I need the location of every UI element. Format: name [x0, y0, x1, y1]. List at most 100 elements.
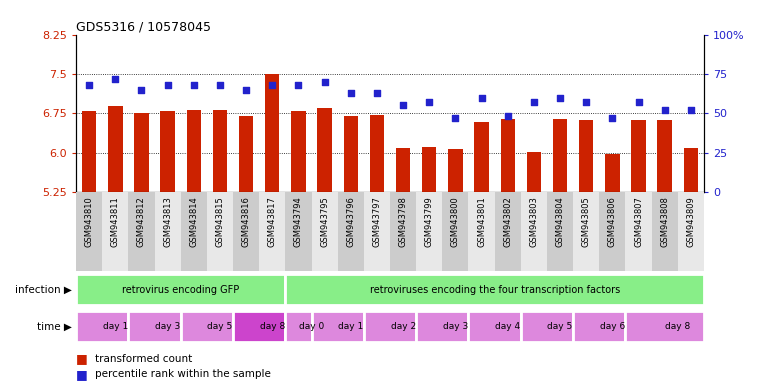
Text: day 4: day 4: [495, 322, 521, 331]
Bar: [416, 192, 442, 271]
Text: day 3: day 3: [443, 322, 468, 331]
Bar: [82, 111, 97, 192]
Text: day 3: day 3: [155, 322, 180, 331]
Bar: [678, 192, 704, 271]
Bar: [626, 192, 651, 271]
Bar: [239, 116, 253, 192]
Text: GSM943801: GSM943801: [477, 196, 486, 247]
Point: [240, 87, 252, 93]
Bar: [285, 274, 704, 306]
Bar: [76, 192, 102, 271]
Point: [345, 90, 357, 96]
Bar: [573, 311, 626, 342]
Text: GSM943808: GSM943808: [661, 196, 669, 247]
Bar: [311, 311, 364, 342]
Text: GSM943817: GSM943817: [268, 196, 277, 247]
Point: [319, 79, 331, 85]
Point: [188, 82, 200, 88]
Bar: [285, 192, 311, 271]
Point: [528, 99, 540, 105]
Text: GSM943811: GSM943811: [111, 196, 119, 247]
Bar: [364, 311, 416, 342]
Bar: [134, 113, 148, 192]
Bar: [233, 311, 285, 342]
Point: [449, 115, 461, 121]
Bar: [579, 120, 594, 192]
Point: [397, 103, 409, 109]
Bar: [186, 110, 201, 192]
Point: [580, 99, 592, 105]
Text: time ▶: time ▶: [37, 321, 72, 331]
Point: [83, 82, 95, 88]
Bar: [102, 192, 129, 271]
Bar: [213, 109, 228, 192]
Text: retrovirus encoding GFP: retrovirus encoding GFP: [122, 285, 240, 295]
Point: [371, 90, 383, 96]
Bar: [605, 154, 619, 192]
Point: [161, 82, 174, 88]
Point: [501, 113, 514, 119]
Point: [266, 82, 279, 88]
Text: GSM943813: GSM943813: [163, 196, 172, 247]
Text: GSM943797: GSM943797: [372, 196, 381, 247]
Text: day 5: day 5: [207, 322, 233, 331]
Bar: [448, 149, 463, 192]
Text: GSM943794: GSM943794: [294, 196, 303, 247]
Text: GSM943800: GSM943800: [451, 196, 460, 247]
Point: [135, 87, 148, 93]
Bar: [658, 119, 672, 192]
Text: day 8: day 8: [260, 322, 285, 331]
Bar: [317, 108, 332, 192]
Bar: [343, 116, 358, 192]
Bar: [260, 192, 285, 271]
Bar: [683, 149, 698, 192]
Bar: [108, 106, 123, 192]
Text: day 1: day 1: [338, 322, 364, 331]
Bar: [469, 311, 521, 342]
Point: [214, 82, 226, 88]
Bar: [521, 311, 573, 342]
Bar: [416, 311, 469, 342]
Bar: [285, 311, 311, 342]
Bar: [154, 192, 181, 271]
Point: [632, 99, 645, 105]
Text: GSM943806: GSM943806: [608, 196, 617, 247]
Point: [685, 107, 697, 113]
Bar: [626, 311, 704, 342]
Bar: [632, 119, 646, 192]
Text: GDS5316 / 10578045: GDS5316 / 10578045: [76, 20, 211, 33]
Text: GSM943795: GSM943795: [320, 196, 329, 247]
Bar: [547, 192, 573, 271]
Bar: [396, 149, 410, 192]
Text: GSM943807: GSM943807: [634, 196, 643, 247]
Text: day 1: day 1: [103, 322, 128, 331]
Bar: [390, 192, 416, 271]
Bar: [469, 192, 495, 271]
Bar: [311, 192, 338, 271]
Text: GSM943804: GSM943804: [556, 196, 565, 247]
Text: GSM943798: GSM943798: [399, 196, 408, 247]
Text: GSM943809: GSM943809: [686, 196, 696, 247]
Text: retroviruses encoding the four transcription factors: retroviruses encoding the four transcrip…: [370, 285, 619, 295]
Point: [658, 107, 670, 113]
Point: [292, 82, 304, 88]
Bar: [521, 192, 547, 271]
Bar: [207, 192, 233, 271]
Text: day 0: day 0: [299, 322, 324, 331]
Point: [476, 94, 488, 101]
Text: day 6: day 6: [600, 322, 625, 331]
Bar: [600, 192, 626, 271]
Bar: [181, 311, 233, 342]
Bar: [527, 152, 541, 192]
Text: GSM943812: GSM943812: [137, 196, 146, 247]
Text: ■: ■: [76, 353, 88, 366]
Text: day 8: day 8: [665, 322, 690, 331]
Bar: [161, 111, 175, 192]
Bar: [76, 311, 129, 342]
Bar: [422, 147, 437, 192]
Text: GSM943814: GSM943814: [189, 196, 199, 247]
Text: GSM943802: GSM943802: [503, 196, 512, 247]
Bar: [552, 119, 567, 192]
Text: GSM943805: GSM943805: [581, 196, 591, 247]
Text: GSM943799: GSM943799: [425, 196, 434, 247]
